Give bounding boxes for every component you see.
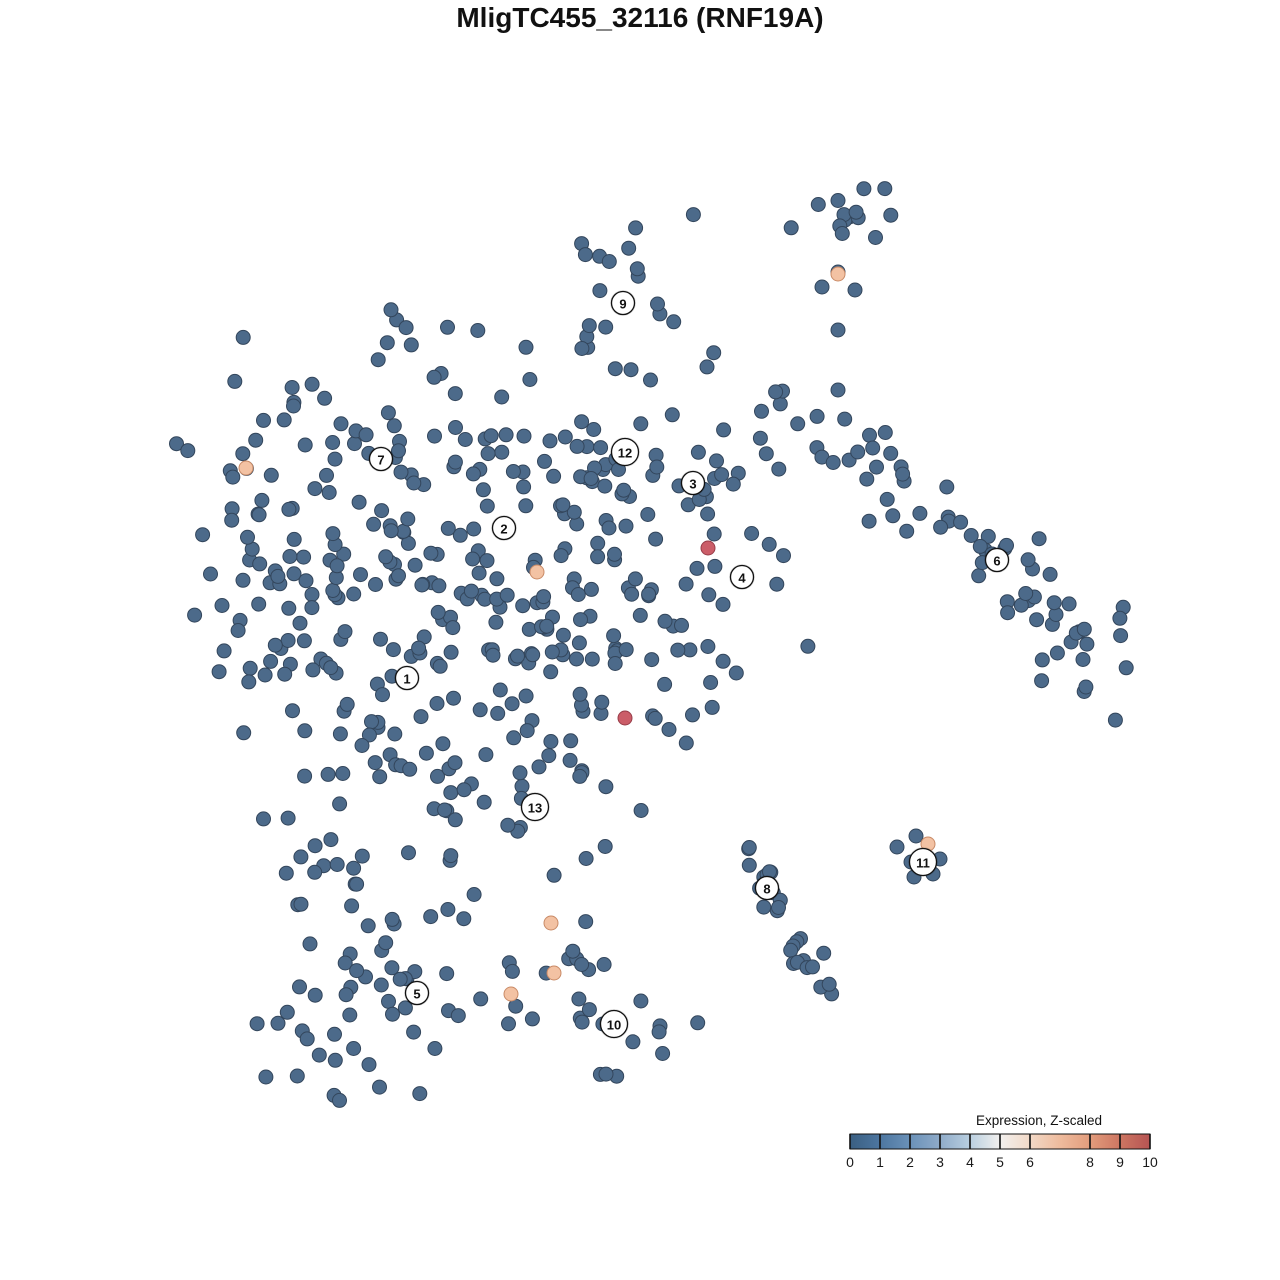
svg-text:Expression, Z-scaled: Expression, Z-scaled xyxy=(976,1113,1102,1128)
svg-text:4: 4 xyxy=(738,571,746,586)
svg-text:3: 3 xyxy=(936,1154,944,1170)
svg-text:12: 12 xyxy=(618,446,632,461)
svg-text:1: 1 xyxy=(876,1154,884,1170)
svg-text:9: 9 xyxy=(1116,1154,1124,1170)
svg-text:6: 6 xyxy=(1026,1154,1034,1170)
svg-text:13: 13 xyxy=(528,801,542,816)
svg-text:3: 3 xyxy=(689,477,696,492)
svg-text:1: 1 xyxy=(403,672,410,687)
svg-text:6: 6 xyxy=(993,554,1000,569)
svg-text:2: 2 xyxy=(906,1154,914,1170)
svg-text:7: 7 xyxy=(377,453,384,468)
svg-text:8: 8 xyxy=(763,882,770,897)
svg-text:9: 9 xyxy=(619,297,626,312)
svg-text:10: 10 xyxy=(1142,1154,1158,1170)
svg-text:2: 2 xyxy=(500,522,507,537)
svg-text:5: 5 xyxy=(413,987,420,1002)
svg-text:4: 4 xyxy=(966,1154,974,1170)
svg-text:0: 0 xyxy=(846,1154,854,1170)
svg-text:5: 5 xyxy=(996,1154,1004,1170)
svg-text:11: 11 xyxy=(916,856,930,871)
svg-text:10: 10 xyxy=(607,1018,621,1033)
svg-text:8: 8 xyxy=(1086,1154,1094,1170)
